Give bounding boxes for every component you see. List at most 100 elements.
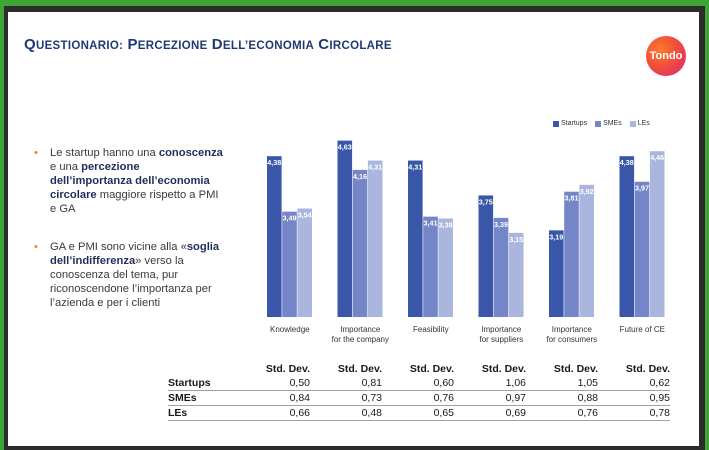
- std-dev-table: Std. Dev. Std. Dev. Std. Dev. Std. Dev. Std.…: [168, 362, 670, 421]
- std-dev-value: 0,48: [310, 405, 382, 421]
- bar-startups: [267, 156, 282, 317]
- std-dev-header: Std. Dev.: [625, 363, 670, 375]
- window-border-left: [0, 0, 4, 450]
- table-row: LEs 0,66 0,48 0,65 0,69 0,76 0,78: [168, 405, 670, 421]
- chart-legend: Startups SMEs LEs: [553, 120, 658, 127]
- presentation-slide: QUESTIONARIO: PERCEZIONE DELL’ECONOMIA C…: [8, 12, 699, 446]
- legend-label: Startups: [561, 120, 588, 127]
- category-label: Importance for the company: [332, 325, 389, 344]
- row-label: LEs: [168, 405, 238, 421]
- std-dev-value: 0,78: [598, 405, 670, 421]
- bar-value-label: 3,41: [424, 219, 438, 228]
- std-dev-value: 0,50: [238, 376, 310, 391]
- row-label: Startups: [168, 376, 238, 391]
- bar-value-label: 4,31: [368, 163, 382, 172]
- std-dev-header: Std. Dev.: [409, 363, 454, 375]
- bar-smes: [282, 211, 297, 317]
- window-border-top: [0, 0, 709, 6]
- window-border-right: [705, 0, 709, 450]
- std-dev-value: 0,62: [598, 376, 670, 391]
- bullet-emphasis: conoscenza: [158, 147, 223, 159]
- std-dev-value: 0,66: [238, 405, 310, 421]
- std-dev-value: 0,73: [310, 390, 382, 406]
- category-label: Future of CE: [620, 325, 665, 334]
- std-dev-value: 0,65: [382, 405, 454, 421]
- bullet-item: • GA e PMI sono vicine alla «soglia dell’…: [34, 240, 224, 310]
- std-dev-value: 1,05: [526, 376, 598, 391]
- bar-les: [508, 232, 524, 317]
- bar-value-label: 3,15: [509, 235, 523, 244]
- bar-chart: 4,383,49 3,54Knowledge4,634,164,31Importa…: [267, 140, 665, 344]
- std-dev-value: 0,81: [310, 376, 382, 391]
- bar-value-label: 4,46: [650, 153, 664, 162]
- table-corner: [168, 362, 238, 376]
- bullet-icon: •: [34, 241, 38, 253]
- table-row: SMEs 0,84 0,73 0,76 0,97 0,88 0,95: [168, 390, 670, 406]
- bullet-emphasis: percezione dell’importanza dell’economia…: [50, 161, 210, 201]
- category-label: Importance for suppliers: [480, 325, 524, 344]
- std-dev-value: 0,97: [454, 390, 526, 406]
- bullet-icon: •: [34, 147, 38, 159]
- bar-startups: [408, 160, 423, 317]
- bullet-text: maggiore rispetto a PMI e GA: [50, 189, 219, 215]
- std-dev-value: 1,06: [454, 376, 526, 391]
- bar-startups: [478, 195, 494, 317]
- bullet-text: e una: [50, 161, 82, 173]
- bar-les: [297, 208, 312, 317]
- bar-value-label: 3,49: [283, 214, 297, 223]
- legend-swatch: [629, 120, 636, 127]
- bar-value-label: 3,38: [439, 221, 453, 230]
- bar-les: [649, 151, 665, 317]
- tondo-logo: Tondo: [646, 36, 686, 76]
- bar-value-label: 4,16: [353, 172, 367, 181]
- bullet-emphasis: soglia dell’indifferenza: [50, 241, 220, 267]
- bar-smes: [493, 217, 509, 317]
- category-label: Knowledge: [270, 325, 310, 334]
- bar-value-label: 3,39: [494, 220, 508, 229]
- bar-startups: [549, 230, 564, 317]
- std-dev-value: 0,69: [454, 405, 526, 421]
- bar-value-label: 3,81: [565, 194, 579, 203]
- bar-value-label: 4,38: [267, 158, 281, 167]
- bar-smes: [634, 181, 650, 317]
- std-dev-header: Std. Dev.: [481, 363, 526, 375]
- bar-les: [367, 160, 383, 317]
- bullet-item: • Le startup hanno una conoscenza e una p…: [34, 146, 224, 216]
- bar-startups: [619, 156, 635, 317]
- bullet-text: GA e PMI sono vicine alla «: [50, 241, 187, 253]
- legend-swatch: [553, 120, 559, 127]
- bar-startups: [337, 140, 353, 317]
- std-dev-value: 0,88: [526, 390, 598, 406]
- std-dev-value: 0,76: [526, 405, 598, 421]
- std-dev-value: 0,95: [598, 390, 670, 406]
- std-dev-header: Std. Dev.: [265, 363, 310, 375]
- bar-value-label: 3,54: [298, 211, 312, 220]
- legend-swatch: [595, 120, 602, 127]
- bullet-list: • Le startup hanno una conoscenza e una p…: [34, 146, 224, 322]
- bar-value-label: 4,31: [408, 163, 422, 172]
- category-label: Importance for consumers: [546, 325, 597, 344]
- legend-label: LEs: [637, 120, 650, 127]
- std-dev-value: 0,60: [382, 376, 454, 391]
- bar-value-label: 3,75: [479, 197, 493, 206]
- row-label: SMEs: [168, 390, 238, 406]
- bullet-text: Le startup hanno una: [50, 147, 159, 159]
- bar-value-label: 4,38: [620, 158, 634, 167]
- std-dev-header: Std. Dev.: [337, 363, 382, 375]
- bar-value-label: 4,63: [338, 143, 352, 152]
- slide-title: QUESTIONARIO: PERCEZIONE DELL’ECONOMIA C…: [24, 36, 392, 53]
- std-dev-value: 0,84: [238, 390, 310, 406]
- bar-smes: [564, 191, 579, 317]
- table-row: Startups 0,50 0,81 0,60 1,06 1,05 0,62: [168, 376, 670, 391]
- bullet-text: » verso la conoscenza del tema, pur rico…: [50, 255, 212, 309]
- bar-les: [579, 184, 594, 317]
- bar-value-label: 3,92: [580, 187, 594, 196]
- bar-value-label: 3,97: [635, 184, 649, 193]
- bar-smes: [423, 216, 438, 317]
- std-dev-value: 0,76: [382, 390, 454, 406]
- bar-value-label: 3,19: [549, 232, 563, 241]
- legend-label: SMEs: [603, 120, 622, 127]
- bar-les: [438, 218, 453, 317]
- category-label: Feasibility: [413, 325, 449, 334]
